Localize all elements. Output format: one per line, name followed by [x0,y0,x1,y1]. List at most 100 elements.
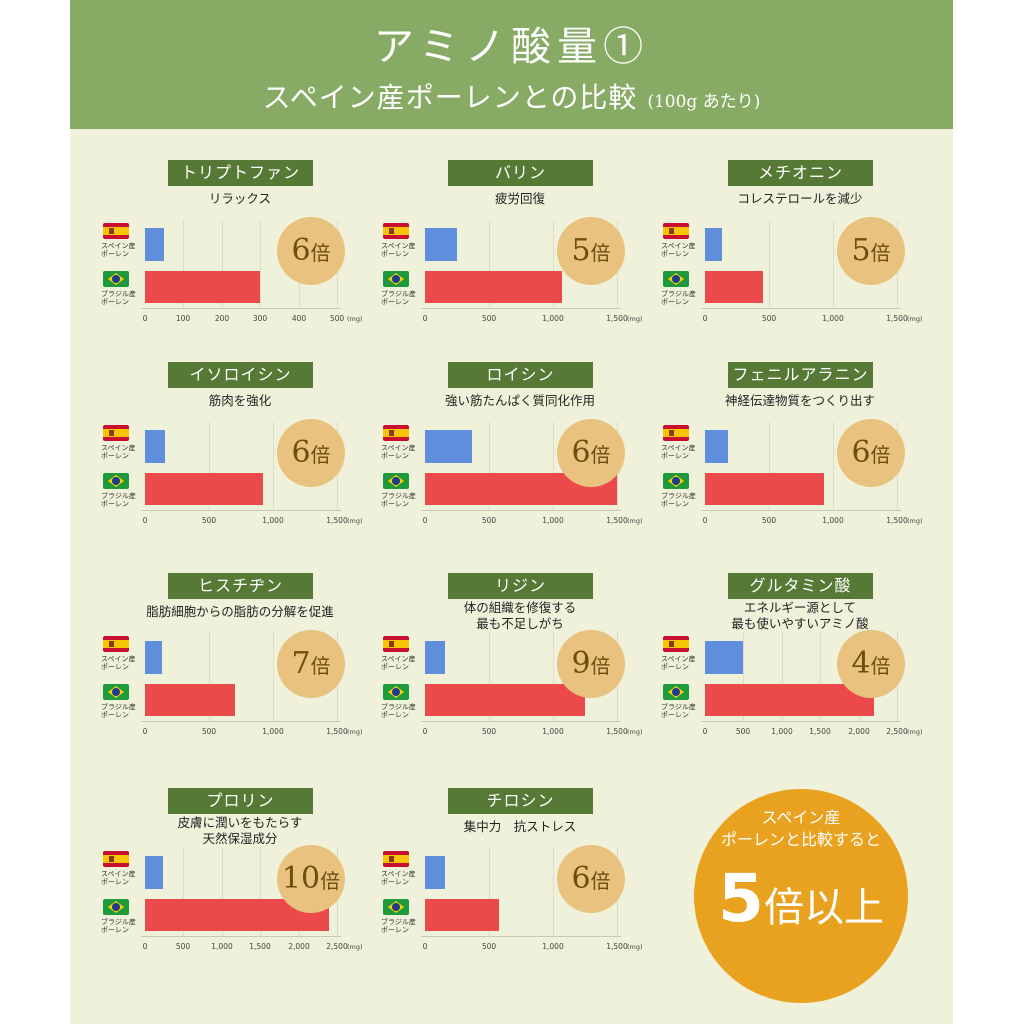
multiplier-badge: 5倍 [557,217,625,285]
spain-label-line1: スペイン産 [101,655,136,663]
gridline [209,633,210,721]
spain-label-line1: スペイン産 [381,870,416,878]
spain-bar [705,641,743,674]
brazil-bar [425,899,499,931]
spain-flag-icon [383,223,409,239]
gridline [769,422,770,510]
brazil-bar [425,271,562,303]
amino-chart-card: イソロイシン 筋肉を強化 スペイン産 ポーレン ブラジル産 ポーレン 0 500 1,0… [95,357,375,557]
x-tick-label: 500 [735,727,751,736]
spain-label: スペイン産 ポーレン [661,444,696,460]
amino-acid-title: メチオニン [728,160,873,186]
x-tick-label: 0 [422,942,428,951]
multiplier-badge: 5倍 [837,217,905,285]
spain-label-line2: ポーレン [101,452,129,460]
brazil-label: ブラジル産 ポーレン [101,290,136,306]
x-tick-label: 0 [422,516,428,525]
description-line1: 神経伝達物質をつくり出す [724,393,875,408]
gridline [553,422,554,510]
brazil-flag-icon [663,271,689,287]
brazil-bar [705,684,874,716]
unit-label: (mg) [907,728,923,736]
brazil-label-line2: ポーレン [381,926,409,934]
spain-flag-icon [383,425,409,441]
x-axis-line [141,510,341,511]
brazil-label: ブラジル産 ポーレン [661,290,696,306]
x-tick-label: 1,500 [326,516,348,525]
multiplier-value: 4 [851,646,871,681]
x-tick-label: 1,500 [886,516,908,525]
x-tick-label: 1,500 [249,942,271,951]
brazil-label: ブラジル産 ポーレン [101,703,136,719]
amino-acid-description: 筋肉を強化 [95,393,385,409]
x-tick-label: 100 [175,314,191,323]
bar-plot: 0 500 1,000 1,500 (mg) [421,220,643,323]
spain-label-line1: スペイン産 [381,444,416,452]
spain-label: スペイン産 ポーレン [661,242,696,258]
description-line1: 筋肉を強化 [208,393,272,408]
x-tick-label: 1,000 [542,516,564,525]
spain-label-line2: ポーレン [101,878,129,886]
amino-acid-title: チロシン [448,788,593,814]
description-line2: 最も不足しがち [476,616,564,631]
spain-flag-icon [103,636,129,652]
amino-acid-description: コレステロールを減少 [655,191,945,207]
bar-plot: 0 500 1,000 1,500 (mg) [701,422,923,525]
x-axis-line [701,721,901,722]
spain-label: スペイン産 ポーレン [101,870,136,886]
brazil-bar [145,684,235,716]
brazil-label-line1: ブラジル産 [381,918,416,926]
description-line2: 天然保湿成分 [202,831,278,846]
multiplier-value: 10 [281,861,321,896]
x-tick-label: 500 [201,727,217,736]
brazil-label-line1: ブラジル産 [381,703,416,711]
x-tick-label: 1,500 [606,516,628,525]
spain-label-line2: ポーレン [661,663,689,671]
gridline [222,848,223,936]
amino-acid-description: エネルギー源として 最も使いやすいアミノ酸 [655,600,945,632]
description-line1: 脂肪細胞からの脂肪の分解を促進 [146,604,334,619]
spain-label-line2: ポーレン [381,878,409,886]
brazil-flag-icon [103,473,129,489]
unit-label: (mg) [627,728,643,736]
x-axis-line [701,510,901,511]
brazil-bar [145,271,260,303]
spain-bar [145,430,165,463]
amino-chart-card: ヒスチヂン 脂肪細胞からの脂肪の分解を促進 スペイン産 ポーレン ブラジル産 ポーレ… [95,568,375,768]
brazil-bar [425,684,585,716]
brazil-label-line1: ブラジル産 [661,703,696,711]
spain-label-line1: スペイン産 [661,444,696,452]
spain-label-line1: スペイン産 [661,242,696,250]
multiplier-value: 6 [851,435,871,470]
brazil-label-line1: ブラジル産 [661,492,696,500]
amino-chart-card: プロリン 皮膚に潤いをもたらす 天然保湿成分 スペイン産 ポーレン ブラジル産 ポー… [95,783,375,983]
x-tick-label: 300 [252,314,268,323]
x-tick-label: 0 [422,314,428,323]
multiplier-badge: 6倍 [557,845,625,913]
brazil-bar [145,473,263,505]
x-tick-label: 500 [481,942,497,951]
description-line1: 皮膚に潤いをもたらす [177,815,303,830]
x-axis-line [421,510,621,511]
spain-label-line2: ポーレン [661,452,689,460]
multiplier-value: 6 [291,233,311,268]
unit-label: (mg) [347,943,363,951]
x-tick-label: 1,000 [211,942,233,951]
spain-bar [425,641,445,674]
brazil-flag-icon [103,684,129,700]
x-tick-label: 500 [175,942,191,951]
description-line1: 集中力 抗ストレス [463,819,577,834]
gridline [553,633,554,721]
unit-label: (mg) [347,728,363,736]
spain-label: スペイン産 ポーレン [381,242,416,258]
gridline [260,220,261,308]
spain-bar [145,228,164,261]
x-axis-line [701,308,901,309]
x-tick-label: 1,000 [542,314,564,323]
multiplier-unit: 倍 [870,241,891,265]
x-axis-line [421,936,621,937]
multiplier-value: 5 [571,233,591,268]
x-tick-label: 1,500 [606,314,628,323]
description-line1: コレステロールを減少 [737,191,863,206]
brazil-label-line1: ブラジル産 [101,290,136,298]
